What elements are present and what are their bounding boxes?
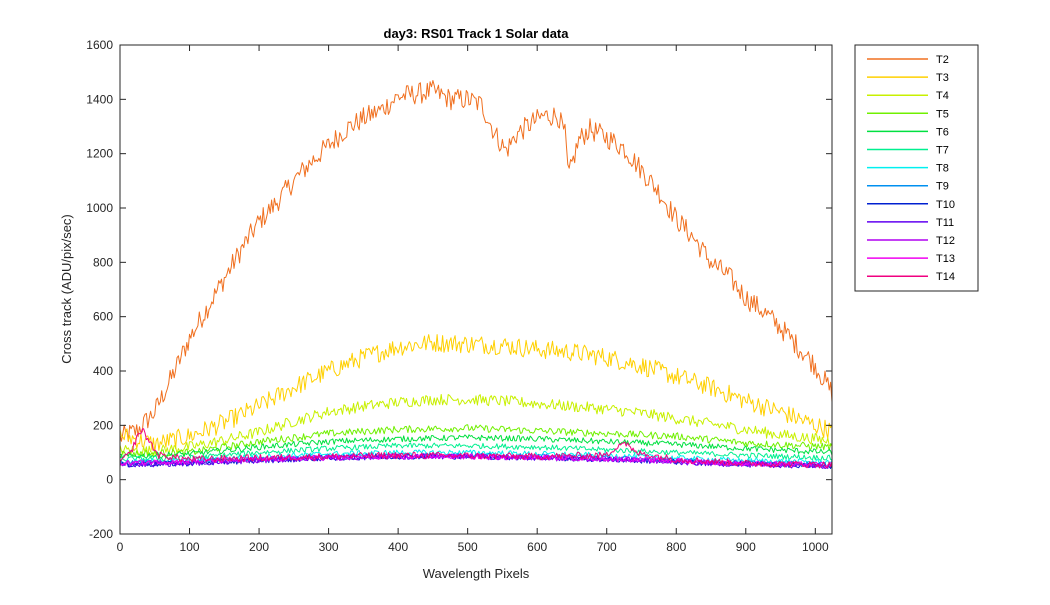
legend: T2 T3 T4 T5 T6 T7 T8 T9 T10 T11 T12 T13 T14 bbox=[854, 44, 979, 292]
legend-label-t10: T10 bbox=[936, 199, 955, 211]
series-line-t2 bbox=[119, 80, 833, 442]
legend-label-t13: T13 bbox=[936, 253, 955, 265]
chart-title: day3: RS01 Track 1 Solar data bbox=[384, 26, 570, 41]
x-tick-label: 0 bbox=[117, 540, 124, 554]
legend-label-t8: T8 bbox=[936, 163, 949, 175]
y-tick-label: 200 bbox=[93, 418, 113, 432]
x-tick-label: 600 bbox=[527, 540, 547, 554]
legend-label-t9: T9 bbox=[936, 181, 949, 193]
series-line-t6 bbox=[119, 434, 833, 459]
plot-background bbox=[120, 45, 832, 534]
legend-label-t6: T6 bbox=[936, 126, 949, 138]
x-axis-label: Wavelength Pixels bbox=[423, 566, 530, 581]
y-tick-label: 0 bbox=[106, 473, 113, 487]
x-tick-label: 800 bbox=[666, 540, 686, 554]
tick-layer: 0 100 200 300 400 500 600 700 800 900 1000 -200 0 200… bbox=[86, 38, 832, 554]
series-line-t3 bbox=[119, 334, 833, 453]
series-line-t4 bbox=[119, 394, 833, 458]
x-tick-label: 1000 bbox=[802, 540, 829, 554]
legend-label-t5: T5 bbox=[936, 108, 949, 120]
x-tick-label: 300 bbox=[319, 540, 339, 554]
x-tick-label: 900 bbox=[736, 540, 756, 554]
x-tick-label: 400 bbox=[388, 540, 408, 554]
legend-label-t3: T3 bbox=[936, 72, 949, 84]
legend-label-t11: T11 bbox=[936, 217, 954, 229]
x-tick-label: 200 bbox=[249, 540, 269, 554]
legend-label-t2: T2 bbox=[936, 54, 949, 66]
y-tick-label: 1600 bbox=[86, 38, 113, 52]
x-tick-label: 100 bbox=[180, 540, 200, 554]
y-tick-label: 600 bbox=[93, 310, 113, 324]
y-tick-label: 1400 bbox=[86, 92, 113, 106]
legend-label-t7: T7 bbox=[936, 145, 949, 157]
legend-label-t4: T4 bbox=[936, 90, 949, 102]
plot-frame bbox=[119, 44, 833, 535]
y-tick-label: 800 bbox=[93, 255, 113, 269]
x-tick-label: 700 bbox=[597, 540, 617, 554]
y-tick-label: 1000 bbox=[86, 201, 113, 215]
y-tick-label: 400 bbox=[93, 364, 113, 378]
legend-label-t12: T12 bbox=[936, 235, 955, 247]
y-axis-label: Cross track (ADU/pix/sec) bbox=[59, 214, 74, 364]
x-tick-label: 500 bbox=[458, 540, 478, 554]
legend-label-t14: T14 bbox=[936, 271, 955, 283]
series-layer bbox=[119, 80, 833, 469]
series-line-t5 bbox=[119, 424, 833, 458]
y-tick-label: -200 bbox=[89, 527, 113, 541]
y-tick-label: 1200 bbox=[86, 147, 113, 161]
series-line-t14 bbox=[119, 428, 833, 469]
series-line-t7 bbox=[119, 442, 833, 462]
